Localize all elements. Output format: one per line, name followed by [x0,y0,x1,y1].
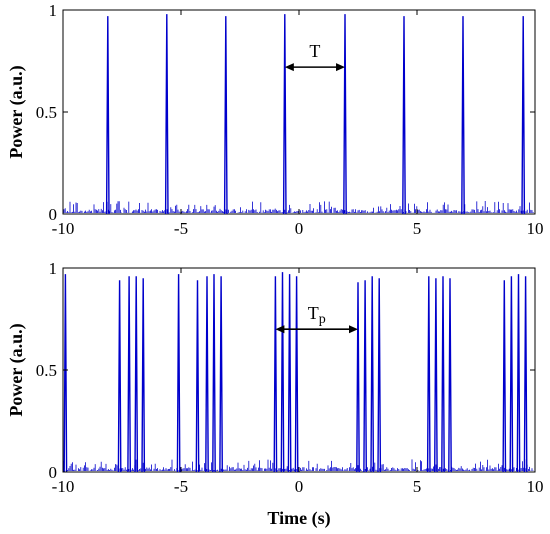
peak [219,276,223,473]
peak [516,274,521,473]
y-tick-label: 0 [49,205,58,224]
period-arrowhead-left-top [284,63,294,72]
peak [523,276,528,473]
plot-frame-bottom [62,267,536,473]
peak [502,280,507,473]
x-axis-label-bottom: Time (s) [267,508,330,529]
peak [448,278,452,473]
x-tick-label: 10 [527,219,544,238]
peak [176,274,181,473]
peak [402,16,406,215]
peak [370,276,375,473]
period-label-Tp: Tp [308,303,326,327]
y-tick-label: 0 [49,463,58,482]
peak [343,14,347,215]
peak [294,276,299,473]
period-arrowhead-right-top [336,63,346,72]
x-tick-label: 5 [413,477,422,496]
y-ticks-top: 00.51 [36,1,535,224]
period-label-subscript: p [319,312,326,327]
peaks-top [105,14,526,215]
x-tick-label: 0 [295,219,304,238]
chart-bottom: -10 -5 0 5 10 00.51 Power (a.u.) Time (s) Tp [6,259,544,529]
x-tick-label: -5 [174,477,188,496]
x-tick-label: -10 [52,219,75,238]
y-tick-label: 1 [49,1,58,20]
period-arrowhead-right-bottom [349,325,358,334]
x-tick-label: -10 [52,477,75,496]
peak [212,274,216,473]
peak [287,274,292,473]
peak [434,278,438,473]
period-arrowhead-left-bottom [275,325,285,334]
peak [134,276,139,473]
x-ticks-bottom: -10 -5 0 5 10 [52,268,544,496]
x-tick-label: -5 [174,219,188,238]
peak [509,276,514,473]
y-tick-label: 0.5 [36,361,57,380]
peak [195,280,200,473]
period-label-T: T [309,41,320,61]
y-axis-label-top: Power (a.u.) [6,65,27,158]
peak [377,278,382,473]
peak [117,280,122,473]
x-tick-label: 10 [527,477,544,496]
peak [521,16,526,215]
y-tick-label: 1 [49,259,58,278]
peak [441,276,445,473]
period-annotation-top: T [284,41,346,72]
peak [127,276,131,473]
peak [363,280,367,473]
peak [164,14,169,215]
peak [205,276,209,473]
x-tick-label: 5 [413,219,422,238]
peak [273,276,278,473]
y-ticks-bottom: 00.51 [36,259,535,482]
peak [426,276,431,473]
y-tick-label: 0.5 [36,103,57,122]
peak [141,278,146,473]
peak [105,16,110,215]
peak [461,16,465,215]
y-axis-label-bottom: Power (a.u.) [6,323,27,416]
chart-top: -10 -5 0 5 10 00.51 Power (a.u.) T [6,1,544,238]
peak [356,282,360,473]
period-annotation-bottom: Tp [275,303,358,334]
peak [280,272,285,473]
peaks-bottom [63,272,528,473]
period-label-main: T [308,303,319,323]
period-label-main: T [309,41,320,61]
peak [63,274,68,473]
x-tick-label: 0 [295,477,304,496]
x-ticks-top: -10 -5 0 5 10 [52,10,544,238]
peak [223,16,228,215]
peak [282,14,287,215]
